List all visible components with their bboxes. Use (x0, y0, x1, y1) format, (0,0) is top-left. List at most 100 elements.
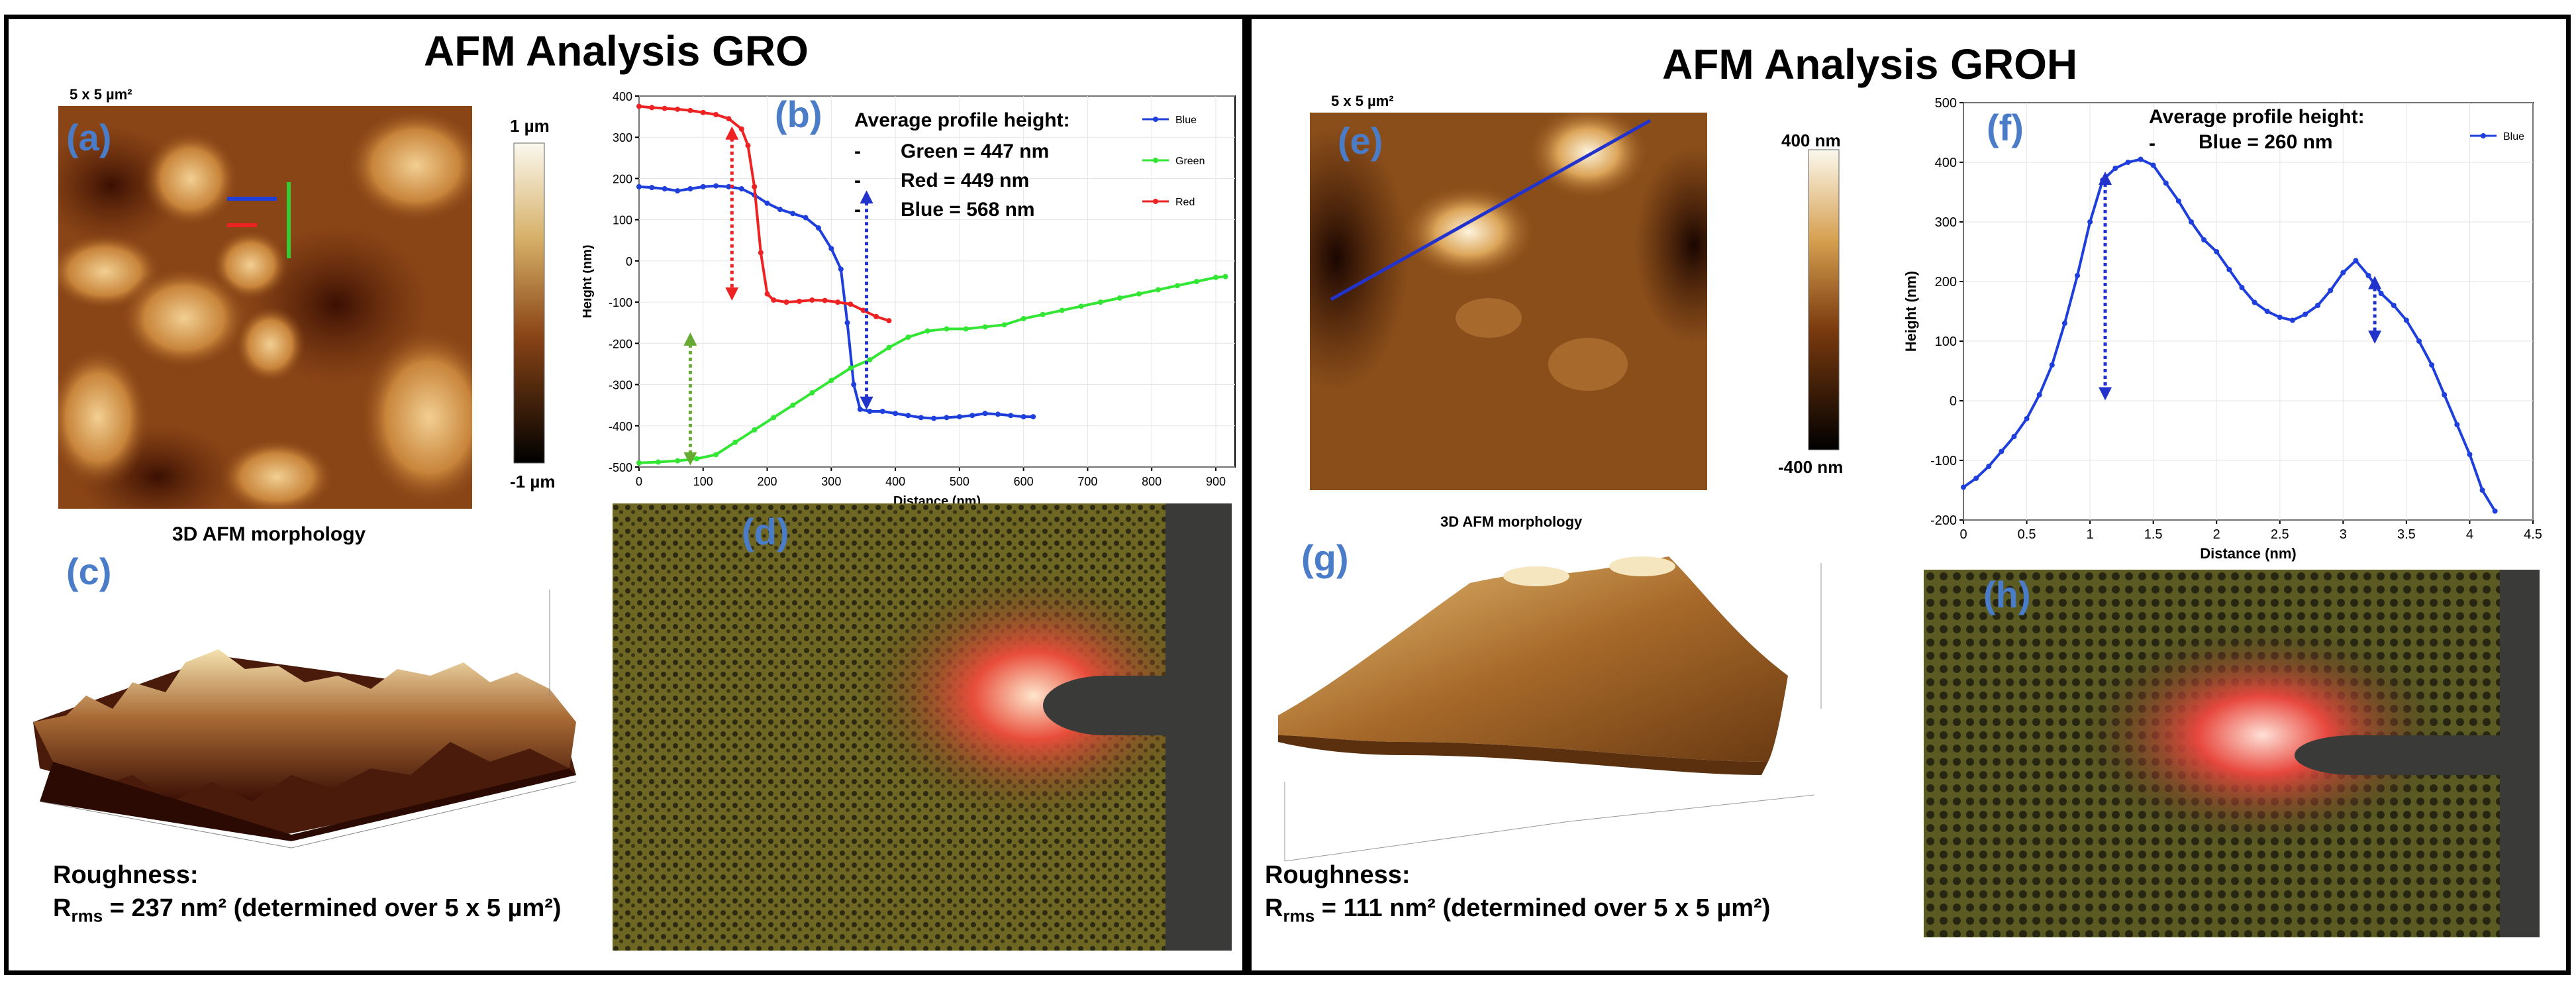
y-tick-label: -100 (609, 296, 632, 309)
arrow-head (860, 396, 873, 410)
data-point-blue (2087, 219, 2093, 225)
y-tick-label: 100 (1935, 335, 1957, 349)
data-point-green (636, 460, 642, 466)
b-annotation-blue: Blue = 568 nm (901, 199, 1035, 221)
data-point-blue (2454, 422, 2460, 427)
arrow-head (860, 190, 873, 204)
afm-image-e (1310, 113, 1707, 490)
data-point-blue (2024, 416, 2030, 421)
data-point-green (656, 459, 662, 465)
arrow-head (2099, 387, 2112, 401)
legend-label-red: Red (1175, 197, 1195, 208)
data-point-blue (828, 246, 834, 252)
y-tick-label: 300 (1935, 215, 1957, 230)
right-roughness-subscript: rms (1283, 906, 1315, 926)
data-point-red (873, 313, 879, 319)
data-point-blue (2277, 315, 2283, 320)
data-point-red (809, 297, 815, 303)
y-tick-label: 500 (1935, 96, 1957, 111)
data-point-blue (1961, 484, 1966, 490)
f-annotation-bullet: - (2149, 132, 2155, 154)
y-tick-label: 0 (1950, 394, 1957, 409)
x-tick-label: 2 (2213, 527, 2220, 542)
data-point-blue (803, 215, 809, 221)
right-title: AFM Analysis GROH (1662, 40, 2078, 88)
data-point-blue (844, 320, 850, 326)
data-point-red (771, 297, 777, 303)
data-point-green (809, 390, 815, 395)
panel-label-a: (a) (66, 117, 112, 158)
data-point-blue (995, 411, 1001, 417)
x-tick-label: 2.5 (2271, 527, 2289, 542)
data-point-blue (969, 413, 975, 419)
data-point-blue (2264, 309, 2270, 314)
data-point-blue (2492, 508, 2498, 514)
colorbar-a (513, 142, 545, 464)
y-axis-label: Height (nm) (583, 244, 595, 318)
data-point-green (1040, 311, 1046, 317)
y-tick-label: -300 (609, 379, 632, 392)
data-point-green (867, 357, 873, 363)
data-point-blue (879, 409, 885, 414)
data-point-blue (851, 382, 857, 388)
data-point-blue (764, 200, 770, 206)
left-roughness-subscript: rms (71, 906, 103, 926)
data-point-blue (2289, 317, 2295, 323)
data-point-blue (893, 411, 899, 417)
data-point-blue (2328, 287, 2334, 293)
data-point-red (758, 250, 764, 256)
data-point-blue (1030, 414, 1036, 420)
data-point-green (713, 452, 719, 458)
y-tick-label: -500 (609, 461, 632, 474)
left-figure-frame (4, 15, 1252, 975)
data-point-green (924, 328, 930, 334)
data-point-blue (857, 406, 863, 412)
data-point-red (796, 298, 802, 304)
panel-label-g: (g) (1301, 537, 1349, 579)
panel-label-b: (b) (775, 93, 822, 135)
right-scan-size: 5 x 5 µm² (1331, 93, 1394, 109)
data-point-blue (687, 186, 693, 191)
x-tick-label: 1 (2087, 527, 2094, 542)
data-point-green (1059, 307, 1065, 313)
x-tick-label: 600 (1014, 475, 1034, 488)
data-point-blue (2175, 198, 2181, 204)
b-annotation-bullet-2: - (854, 170, 861, 191)
data-point-red (700, 109, 706, 115)
legend-label-green: Green (1175, 156, 1205, 167)
data-point-red (752, 183, 758, 189)
data-point-blue (790, 211, 796, 217)
data-point-red (662, 105, 668, 111)
colorbar-a-bottom: -1 µm (510, 472, 556, 492)
data-point-red (636, 103, 642, 109)
x-tick-label: 0.5 (2018, 527, 2036, 542)
left-morph-title: 3D AFM morphology (172, 523, 366, 545)
data-point-green (675, 458, 681, 464)
data-point-blue (2163, 180, 2169, 186)
legend-label-blue: Blue (1175, 115, 1197, 126)
f-annotation-heading: Average profile height: (2149, 106, 2365, 128)
x-tick-label: 100 (693, 475, 713, 488)
panel-label-f: (f) (1987, 107, 2024, 148)
arrow-head (683, 332, 697, 346)
x-tick-label: 3 (2340, 527, 2347, 542)
data-point-blue (2125, 160, 2131, 165)
microscopy-h (1924, 570, 2540, 937)
arrow-head (2099, 172, 2112, 185)
data-point-red (822, 297, 828, 303)
data-point-blue (2467, 452, 2473, 457)
x-tick-label: 200 (758, 475, 777, 488)
data-point-green (828, 378, 834, 384)
data-point-green (886, 344, 892, 350)
data-point-blue (700, 183, 706, 189)
b-annotation-red: Red = 449 nm (901, 170, 1030, 191)
y-tick-label: -400 (609, 420, 632, 433)
data-point-blue (738, 186, 744, 191)
legend-marker-blue (2481, 133, 2486, 138)
data-point-blue (2442, 392, 2448, 397)
legend-marker-red (1153, 199, 1158, 204)
data-point-blue (726, 183, 732, 189)
legend-marker-green (1153, 158, 1158, 163)
data-point-green (1097, 299, 1103, 305)
data-point-red (886, 318, 892, 324)
